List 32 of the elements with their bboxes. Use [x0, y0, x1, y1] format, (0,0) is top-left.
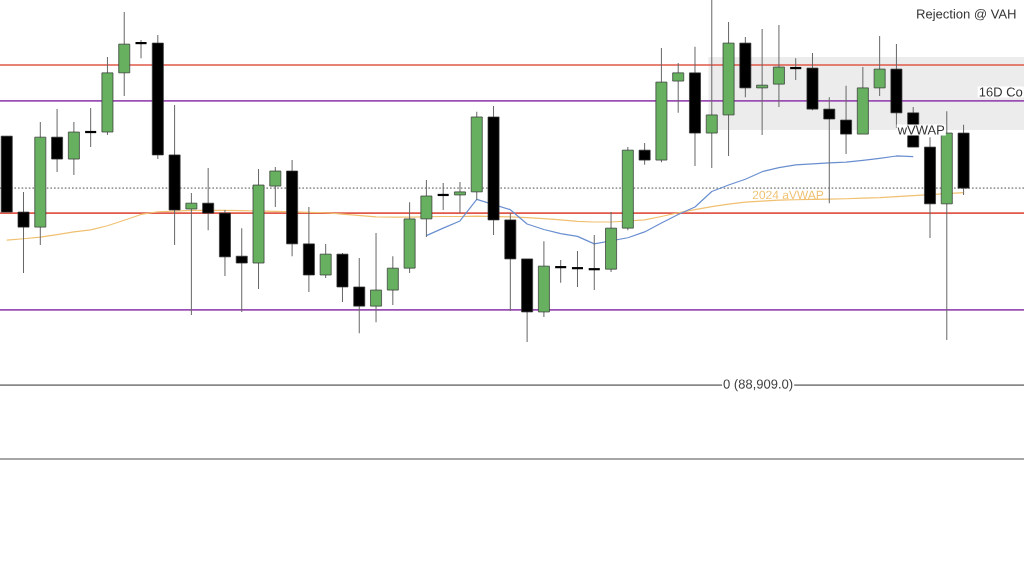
text: 16D Co — [979, 87, 1023, 97]
candlestick — [420, 179, 433, 238]
series-label: 2024 aVWAP — [752, 190, 824, 200]
annotation: wVWAP — [897, 125, 945, 135]
candlestick — [436, 182, 450, 211]
candlestick — [386, 255, 399, 306]
candlestick — [17, 191, 30, 274]
candlestick — [756, 28, 769, 136]
ref-line-label: 0 (88,909.0) — [723, 379, 793, 392]
candlestick — [570, 250, 585, 288]
candlestick — [873, 35, 886, 97]
candlestick — [672, 62, 685, 114]
candlestick — [353, 257, 366, 334]
candlestick — [554, 259, 568, 284]
candlestick — [134, 39, 148, 59]
candlestick — [638, 142, 651, 166]
candlestick — [823, 96, 836, 204]
candlestick — [587, 234, 601, 291]
annotation: Rejection @ VAH — [917, 8, 1016, 22]
candlestick — [185, 192, 198, 316]
candlestick — [202, 167, 215, 231]
candlestick — [454, 181, 466, 214]
candlestick — [235, 227, 248, 313]
candlestick — [51, 108, 63, 173]
candlestick — [269, 166, 282, 208]
candlestick — [773, 24, 785, 108]
candlestick — [789, 57, 803, 81]
candlestick — [319, 243, 332, 279]
candlestick — [705, 0, 718, 169]
candlestick — [84, 107, 98, 148]
candlestick — [370, 232, 382, 323]
candlestick — [840, 85, 852, 155]
